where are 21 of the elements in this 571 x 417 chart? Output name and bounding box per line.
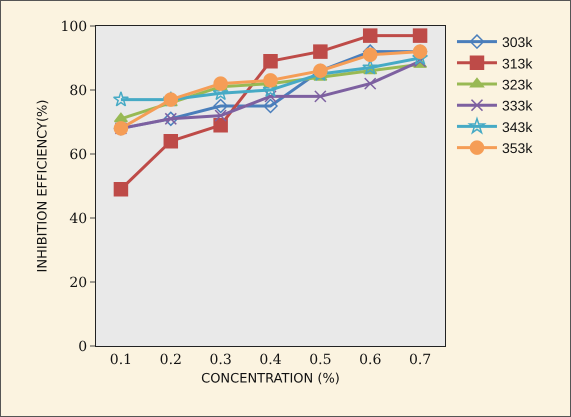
- x-tick-label: 0.3: [210, 352, 232, 368]
- x-tick-label: 0.4: [259, 352, 282, 368]
- y-tick-label: 100: [60, 18, 88, 35]
- x-axis-title: CONCENTRATION (%): [201, 371, 340, 386]
- y-tick-label: 40: [69, 210, 88, 227]
- legend-label: 313k: [502, 55, 534, 72]
- y-tick-label: 80: [69, 82, 88, 99]
- legend-label: 303k: [502, 34, 534, 50]
- y-tick-label: 0: [78, 338, 88, 355]
- y-tick-label: 60: [69, 146, 88, 163]
- legend-label: 343k: [502, 118, 534, 135]
- x-tick-label: 0.2: [160, 352, 182, 368]
- x-tick-label: 0.1: [110, 352, 132, 368]
- x-tick-label: 0.6: [359, 352, 382, 368]
- y-axis-title: INHIBITION EFFICIENCY(%): [35, 100, 50, 272]
- x-tick-label: 0.5: [309, 352, 332, 368]
- legend-label: 353k: [502, 140, 534, 156]
- legend-label: 333k: [502, 98, 534, 114]
- x-tick-label: 0.7: [408, 352, 432, 368]
- y-tick-label: 20: [69, 274, 88, 291]
- legend-label: 323k: [502, 76, 534, 92]
